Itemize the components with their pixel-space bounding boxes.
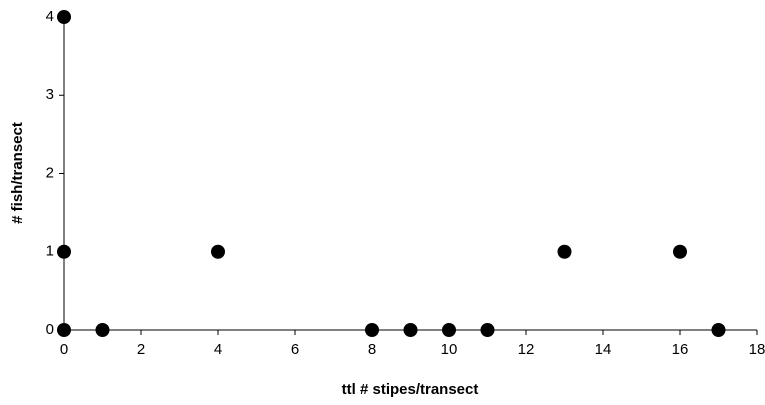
- x-tick-label: 16: [672, 341, 689, 358]
- point: [403, 323, 418, 337]
- point: [57, 10, 71, 24]
- x-tick-label: 0: [60, 341, 68, 358]
- y-tick-label: 0: [46, 321, 54, 338]
- point: [57, 323, 71, 337]
- x-tick-label: 10: [441, 341, 458, 358]
- x-tick-label: 2: [137, 341, 145, 358]
- y-tick-label: 1: [46, 243, 54, 260]
- point: [673, 244, 687, 259]
- point: [365, 323, 379, 337]
- x-tick-label: 4: [214, 341, 222, 358]
- x-tick-label: 14: [595, 341, 612, 358]
- point: [557, 244, 572, 259]
- y-tick-label: 2: [46, 164, 54, 181]
- y-axis-title: # fish/transect: [9, 122, 26, 224]
- y-tick-label: 4: [46, 8, 54, 25]
- x-tick-label: 18: [749, 341, 765, 358]
- x-tick-label: 6: [291, 341, 299, 358]
- point: [57, 244, 71, 259]
- y-tick-label: 3: [46, 86, 54, 103]
- point: [711, 323, 726, 337]
- point: [211, 244, 225, 259]
- point: [442, 323, 456, 337]
- point: [95, 323, 110, 337]
- x-tick-label: 12: [518, 341, 535, 358]
- x-axis-title: ttl # stipes/transect: [342, 381, 479, 398]
- point: [480, 323, 495, 337]
- x-tick-label: 8: [368, 341, 376, 358]
